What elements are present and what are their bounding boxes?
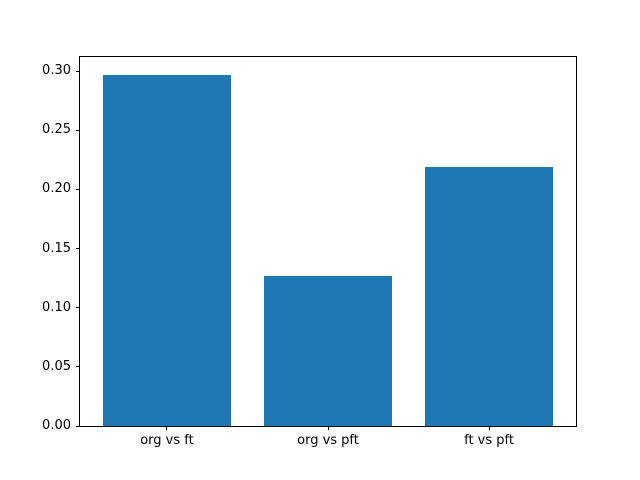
- plot-area: [79, 56, 577, 427]
- y-tick-label: 0.05: [42, 358, 71, 374]
- y-tick-label: 0.25: [42, 122, 71, 138]
- y-tick-label: 0.20: [42, 181, 71, 197]
- x-tick-label: org vs pft: [297, 433, 359, 448]
- x-tick-mark: [488, 426, 490, 430]
- y-tick-mark: [76, 129, 80, 131]
- y-tick-label: 0.10: [42, 299, 71, 315]
- bar-org-vs-ft: [102, 74, 232, 426]
- y-tick-mark: [76, 70, 80, 72]
- y-tick-label: 0.30: [42, 63, 71, 79]
- y-tick-mark: [76, 425, 80, 427]
- y-tick-mark: [76, 188, 80, 190]
- y-tick-mark: [76, 366, 80, 368]
- y-tick-mark: [76, 307, 80, 309]
- y-tick-label: 0.00: [42, 418, 71, 433]
- bar-ft-vs-pft: [424, 166, 554, 426]
- x-tick-label: org vs ft: [140, 433, 194, 448]
- y-tick-label: 0.15: [42, 240, 71, 256]
- x-tick-mark: [327, 426, 329, 430]
- x-tick-mark: [166, 426, 168, 430]
- x-tick-label: ft vs pft: [464, 433, 514, 448]
- y-tick-mark: [76, 248, 80, 250]
- bar-org-vs-pft: [263, 275, 393, 426]
